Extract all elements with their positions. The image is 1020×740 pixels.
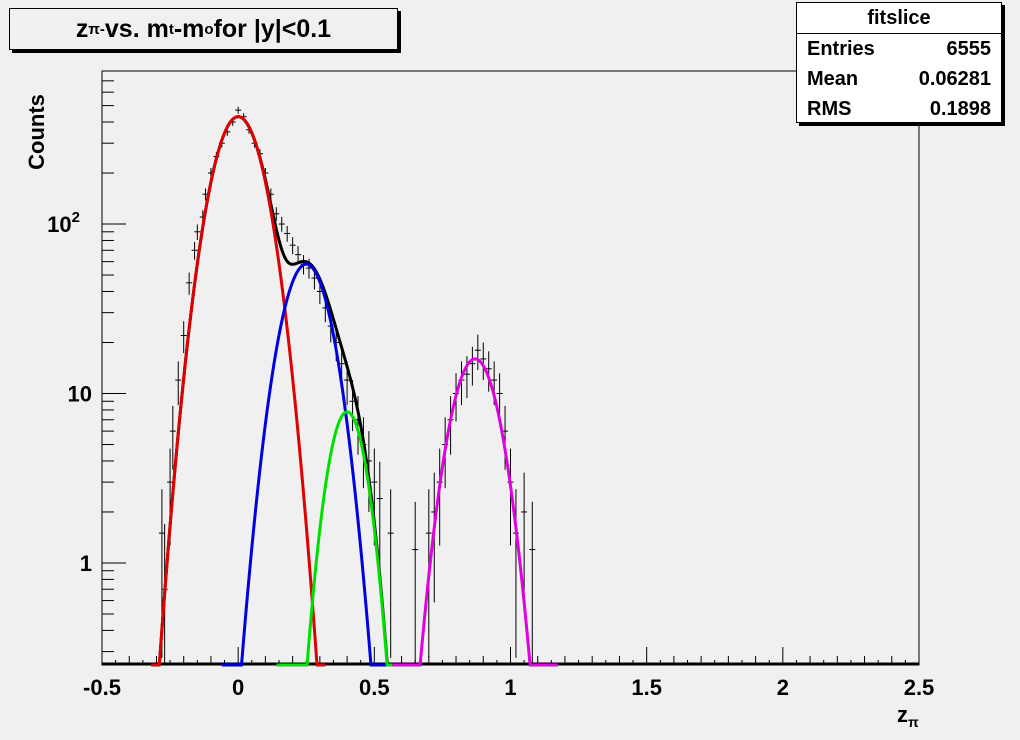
stats-value: 6555 (946, 38, 992, 60)
x-axis-title: zπ (897, 702, 919, 730)
y-axis-title: Counts (24, 94, 49, 170)
y-tick-label: 10 (68, 382, 92, 407)
x-tick-label: 2 (777, 675, 789, 700)
title-cut: for |y|<0.1 (213, 14, 332, 43)
x-axis-title-main: z (897, 702, 908, 727)
y-tick-base: 10 (47, 212, 71, 237)
title-vs: vs. m (104, 14, 169, 43)
stats-label: Entries (807, 38, 875, 60)
stats-row-rms: RMS 0.1898 (797, 94, 1001, 124)
title-sub-pi: π- (88, 20, 105, 38)
stats-value: 0.1898 (929, 98, 991, 120)
x-tick-label: 0.5 (359, 675, 390, 700)
stats-row-entries: Entries 6555 (797, 34, 1001, 64)
x-tick-label: 1.5 (631, 675, 662, 700)
y-tick-label: 102 (47, 209, 80, 237)
stats-label: RMS (807, 98, 852, 120)
stats-value: 0.06281 (918, 68, 991, 90)
plot-frame (101, 70, 920, 666)
x-axis-title-sub: π (908, 714, 919, 730)
x-tick-label: 2.5 (904, 675, 935, 700)
stats-label: Mean (807, 68, 859, 90)
stats-name: fitslice (797, 3, 1001, 34)
x-tick-label: -0.5 (83, 675, 121, 700)
title-sub-o: o (204, 20, 214, 38)
stats-box: fitslice Entries 6555 Mean 0.06281 RMS 0… (796, 2, 1002, 123)
y-tick-exponent: 2 (72, 209, 80, 226)
x-tick-label: 1 (504, 675, 516, 700)
title-minus-m: -m (173, 14, 205, 43)
fit-component-red (151, 115, 326, 667)
fit-component-magenta (392, 357, 558, 667)
title-sub-t: t (168, 20, 174, 38)
x-tick-label: 0 (232, 675, 244, 700)
y-tick-base: 10 (68, 382, 92, 407)
y-tick-label: 1 (80, 551, 92, 576)
fit-component-blue (221, 262, 391, 667)
y-tick-base: 1 (80, 551, 92, 576)
stats-row-mean: Mean 0.06281 (797, 64, 1001, 94)
chart-title: z π- vs. m t -m o for |y|<0.1 (9, 8, 398, 50)
title-z: z (75, 14, 89, 43)
